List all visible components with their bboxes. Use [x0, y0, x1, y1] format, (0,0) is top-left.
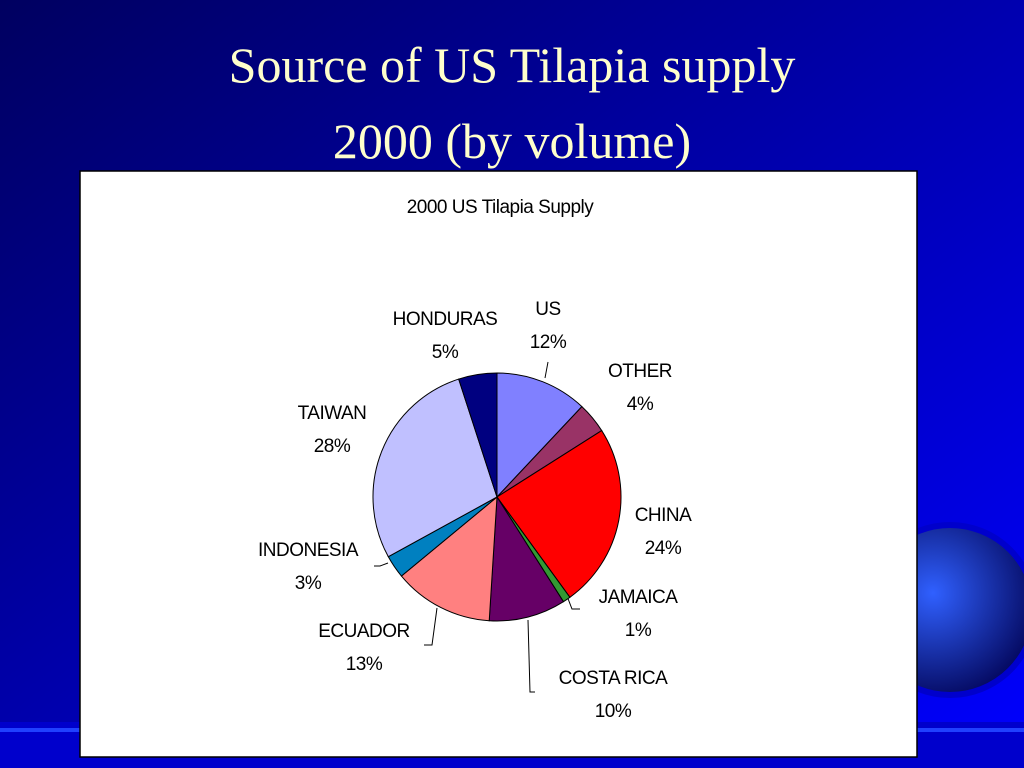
slice-value-label: 28%	[314, 436, 351, 457]
leader-line	[527, 619, 535, 693]
chart-area	[79, 170, 918, 758]
pie-slice	[488, 495, 565, 622]
leader-line	[544, 361, 549, 379]
leader-line	[424, 607, 438, 646]
pie-slice	[458, 372, 498, 498]
pie-slice	[372, 378, 498, 558]
chart-title: 2000 US Tilapia Supply	[407, 197, 595, 218]
slice-value-label: 24%	[645, 538, 682, 559]
leader-lines	[374, 361, 580, 693]
slice-value-label: 10%	[595, 701, 632, 722]
slice-value-label: 3%	[295, 573, 322, 594]
slice-label: US	[535, 299, 560, 320]
slice-label: ECUADOR	[318, 621, 410, 642]
slice-label: JAMAICA	[599, 587, 679, 608]
slide-title: Source of US Tilapia supply	[229, 37, 796, 93]
leader-line	[374, 562, 389, 567]
slice-label: CHINA	[635, 505, 692, 526]
slice-label: COSTA RICA	[559, 668, 668, 689]
slice-label: TAIWAN	[298, 403, 367, 424]
pie-slice	[496, 429, 622, 599]
slice-value-label: 13%	[346, 654, 383, 675]
slice-value-label: 1%	[625, 620, 652, 641]
slice-label: HONDURAS	[393, 309, 498, 330]
pie-slice	[400, 495, 498, 622]
slice-value-label: 12%	[530, 332, 567, 353]
leader-line	[566, 595, 580, 610]
slice-value-label: 4%	[627, 394, 654, 415]
slice-label: OTHER	[608, 361, 672, 382]
slice-value-label: 5%	[432, 342, 459, 363]
slide-title: 2000 (by volume)	[333, 113, 691, 169]
pie-slice	[496, 372, 583, 499]
slice-label: INDONESIA	[258, 540, 359, 561]
